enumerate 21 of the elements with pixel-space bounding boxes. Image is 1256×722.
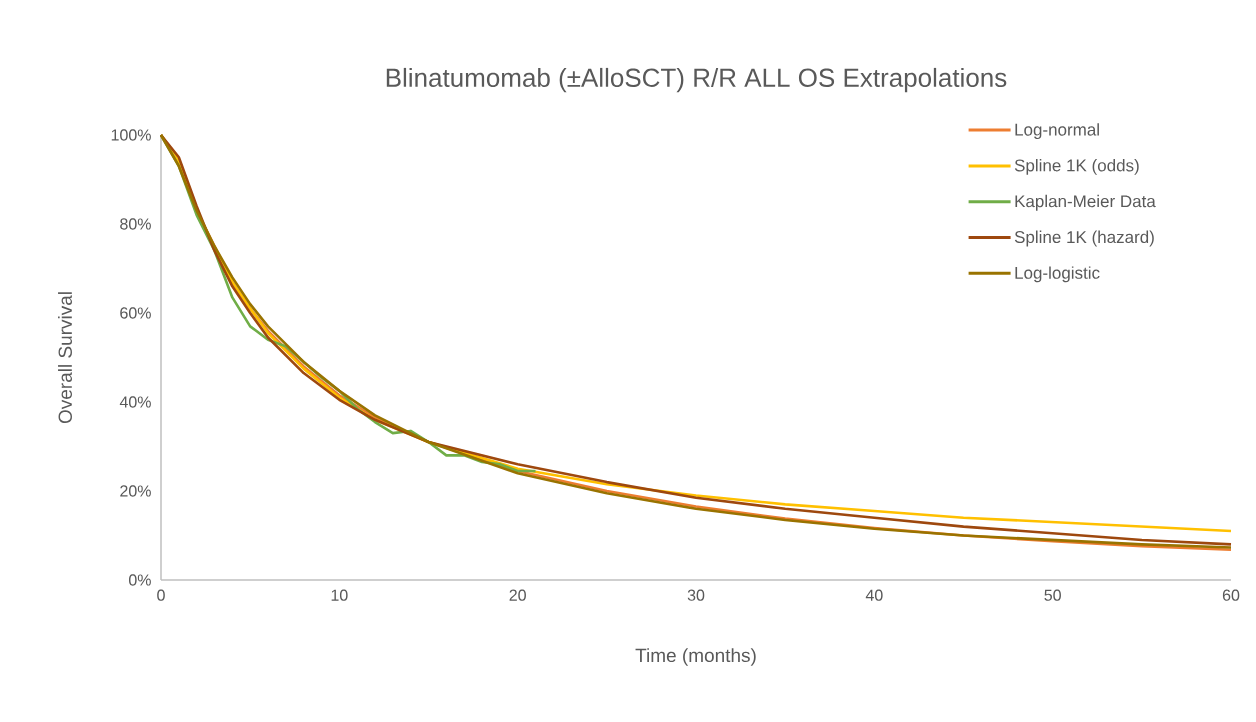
y-tick-label: 80% xyxy=(120,218,151,230)
y-tick-label: 0% xyxy=(128,574,151,586)
x-tick-label: 30 xyxy=(687,589,705,601)
x-tick-label: 10 xyxy=(331,589,348,601)
x-tick-label: 60 xyxy=(1222,589,1240,601)
x-tick-label: 50 xyxy=(1044,589,1061,601)
x-tick-label: 20 xyxy=(509,589,526,601)
x-tick-label: 40 xyxy=(865,589,883,601)
x-axis-title: Time (months) xyxy=(635,648,756,666)
legend-label: Spline 1K (hazard) xyxy=(1014,230,1154,247)
chart-title: Blinatumomab (±AlloSCT) R/R ALL OS Extrapolations xyxy=(386,67,1007,93)
y-tick-label: 60% xyxy=(120,307,151,319)
legend-label: Kaplan-Meier Data xyxy=(1015,194,1156,211)
y-tick-label: 100% xyxy=(111,129,151,141)
legend-label: Log-normal xyxy=(1015,123,1099,140)
legend-label: Log-logistic xyxy=(1015,266,1100,283)
legend-label: Spline 1K (odds) xyxy=(1014,158,1139,175)
y-axis-title: Overall Survival xyxy=(58,292,72,424)
y-tick-label: 40% xyxy=(119,396,151,408)
x-tick-label: 0 xyxy=(157,589,165,601)
y-tick-label: 20% xyxy=(120,485,151,497)
